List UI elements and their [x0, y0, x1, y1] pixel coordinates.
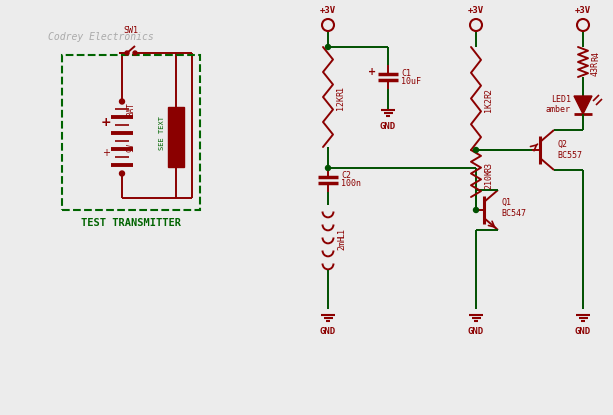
Text: +: +: [101, 116, 112, 129]
Text: C2: C2: [341, 171, 351, 181]
Text: Q2: Q2: [557, 139, 567, 149]
Text: GND: GND: [380, 122, 396, 131]
Text: GND: GND: [468, 327, 484, 336]
Text: BC547: BC547: [501, 210, 526, 219]
Text: +: +: [102, 147, 110, 158]
Bar: [168, 107, 184, 168]
Circle shape: [473, 208, 479, 212]
Text: C1: C1: [401, 68, 411, 78]
Text: +3V: +3V: [320, 6, 336, 15]
Text: +3V: +3V: [575, 6, 591, 15]
Circle shape: [133, 51, 137, 55]
Text: 9V: 9V: [126, 143, 135, 152]
Text: R2: R2: [484, 88, 493, 98]
Text: 1K2: 1K2: [484, 97, 493, 112]
Circle shape: [326, 44, 330, 49]
Text: BAT: BAT: [126, 103, 135, 117]
Circle shape: [326, 166, 330, 171]
Text: R4: R4: [591, 51, 600, 61]
Text: GND: GND: [575, 327, 591, 336]
Circle shape: [125, 51, 129, 55]
Text: 2mH: 2mH: [337, 235, 346, 250]
Text: GND: GND: [320, 327, 336, 336]
Text: 100n: 100n: [341, 180, 361, 188]
Text: R1: R1: [336, 86, 345, 96]
Text: Q1: Q1: [501, 198, 511, 207]
Text: L1: L1: [337, 227, 346, 237]
Text: LED1: LED1: [551, 95, 571, 105]
Text: SW1: SW1: [123, 26, 139, 35]
Text: BC557: BC557: [557, 151, 582, 159]
Text: +: +: [368, 67, 376, 77]
Text: R3: R3: [484, 163, 493, 173]
Text: TEST TRANSMITTER: TEST TRANSMITTER: [81, 218, 181, 228]
Text: Codrey Electronics: Codrey Electronics: [48, 32, 154, 42]
Text: 10uF: 10uF: [401, 76, 421, 85]
Polygon shape: [574, 96, 592, 114]
Text: 43R: 43R: [591, 61, 600, 76]
Circle shape: [120, 171, 124, 176]
Text: amber: amber: [546, 105, 571, 115]
Text: 12K: 12K: [336, 95, 345, 110]
Text: +3V: +3V: [468, 6, 484, 15]
Circle shape: [120, 99, 124, 104]
Bar: [62, 55, 200, 210]
Text: SEE TEXT: SEE TEXT: [159, 115, 165, 149]
Circle shape: [473, 147, 479, 152]
Text: 210K: 210K: [484, 169, 493, 190]
